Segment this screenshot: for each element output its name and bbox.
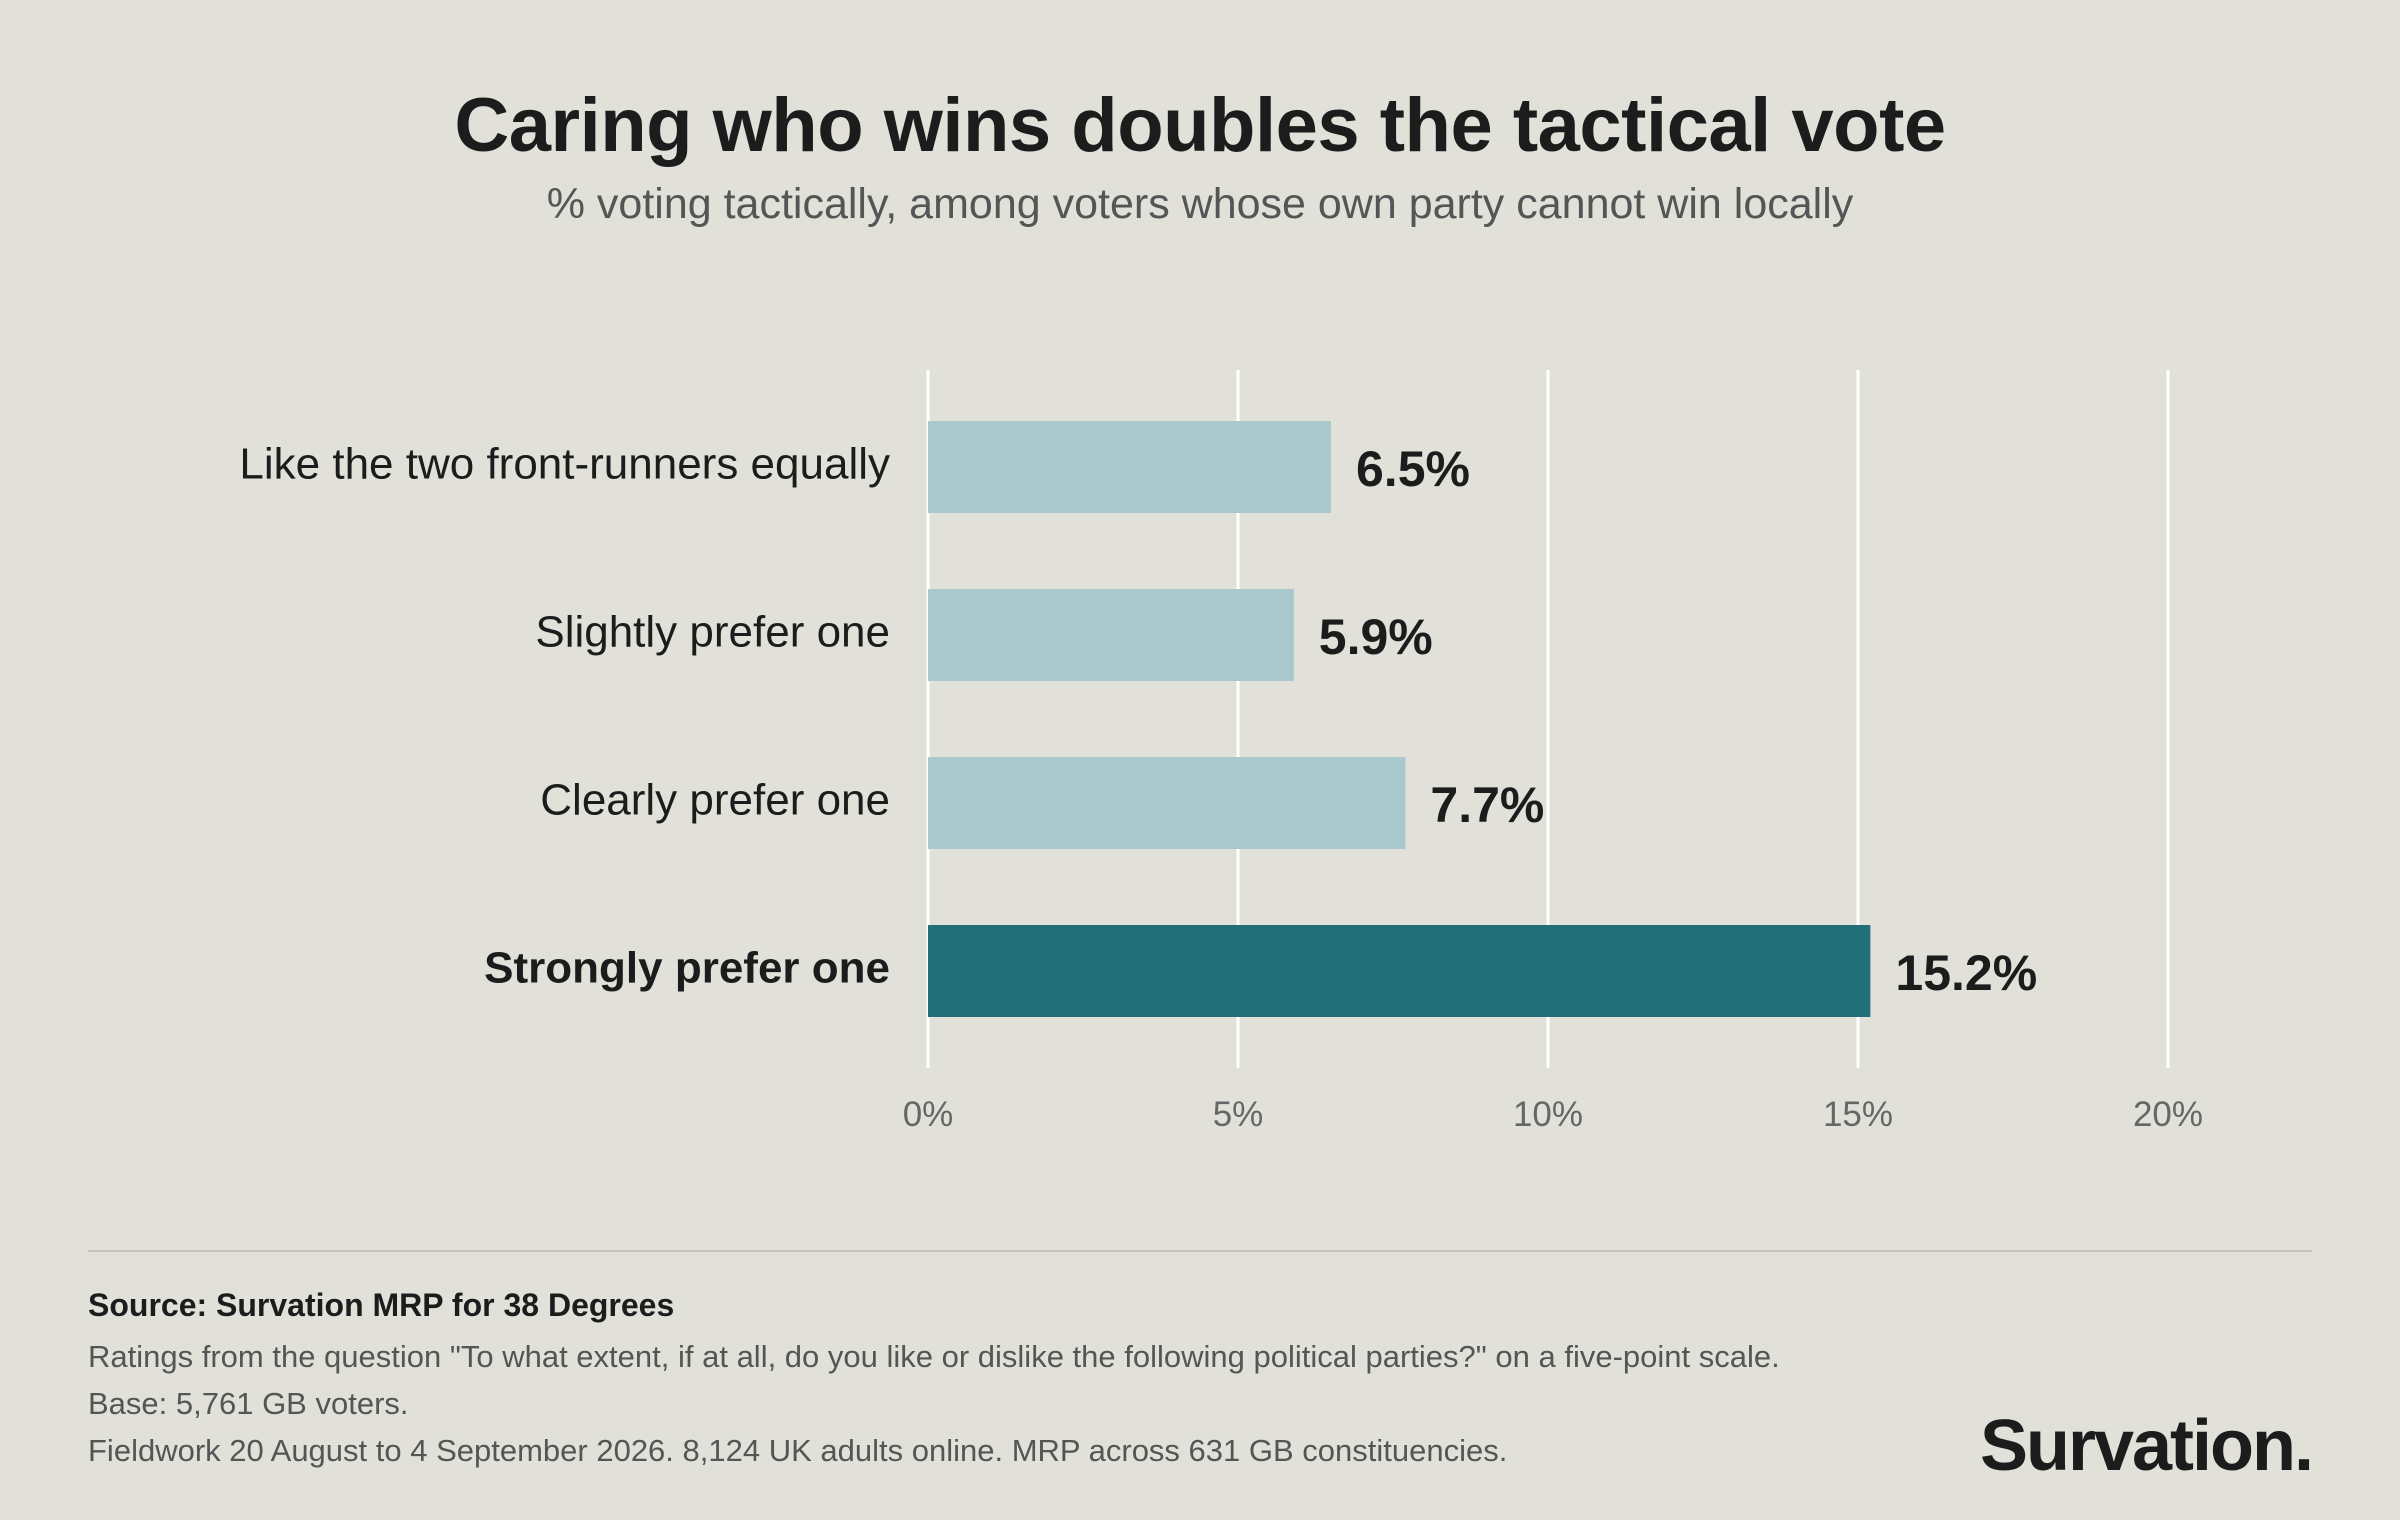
x-tick-label: 20% (2133, 1095, 2203, 1134)
data-label: 15.2% (1895, 945, 2037, 1001)
footer-divider (88, 1250, 2312, 1252)
footer: Source: Survation MRP for 38 Degrees Rat… (88, 1285, 1888, 1474)
survation-logo: Survation. (1979, 1406, 2314, 1486)
x-tick-label: 15% (1823, 1095, 1893, 1134)
bar (928, 421, 1331, 513)
x-tick-label: 5% (1213, 1095, 1264, 1134)
bar (928, 925, 1871, 1017)
fieldwork-note: Fieldwork 20 August to 4 September 2026.… (88, 1433, 1508, 1468)
x-tick-label: 10% (1513, 1095, 1583, 1134)
bar-chart: 0% 5% 10% 15% 20% Like the two front-runners … (239, 370, 2203, 1134)
category-label: Slightly prefer one (535, 608, 890, 657)
chart-title: Caring who wins doubles the tactical vot… (454, 83, 1946, 168)
bar (928, 589, 1294, 681)
category-label: Clearly prefer one (540, 776, 890, 825)
bar (928, 757, 1406, 849)
base-note: Base: 5,761 GB voters. (88, 1386, 409, 1421)
data-label: 7.7% (1430, 777, 1544, 833)
data-label: 6.5% (1356, 441, 1470, 497)
chart-subtitle: % voting tactically, among voters whose … (546, 180, 1854, 228)
category-label: Like the two front-runners equally (239, 440, 890, 489)
question-note: Ratings from the question "To what exten… (88, 1339, 1780, 1374)
category-label: Strongly prefer one (484, 944, 890, 993)
source-note: Source: Survation MRP for 38 Degrees (88, 1287, 675, 1323)
x-tick-label: 0% (903, 1095, 954, 1134)
data-label: 5.9% (1319, 609, 1433, 665)
